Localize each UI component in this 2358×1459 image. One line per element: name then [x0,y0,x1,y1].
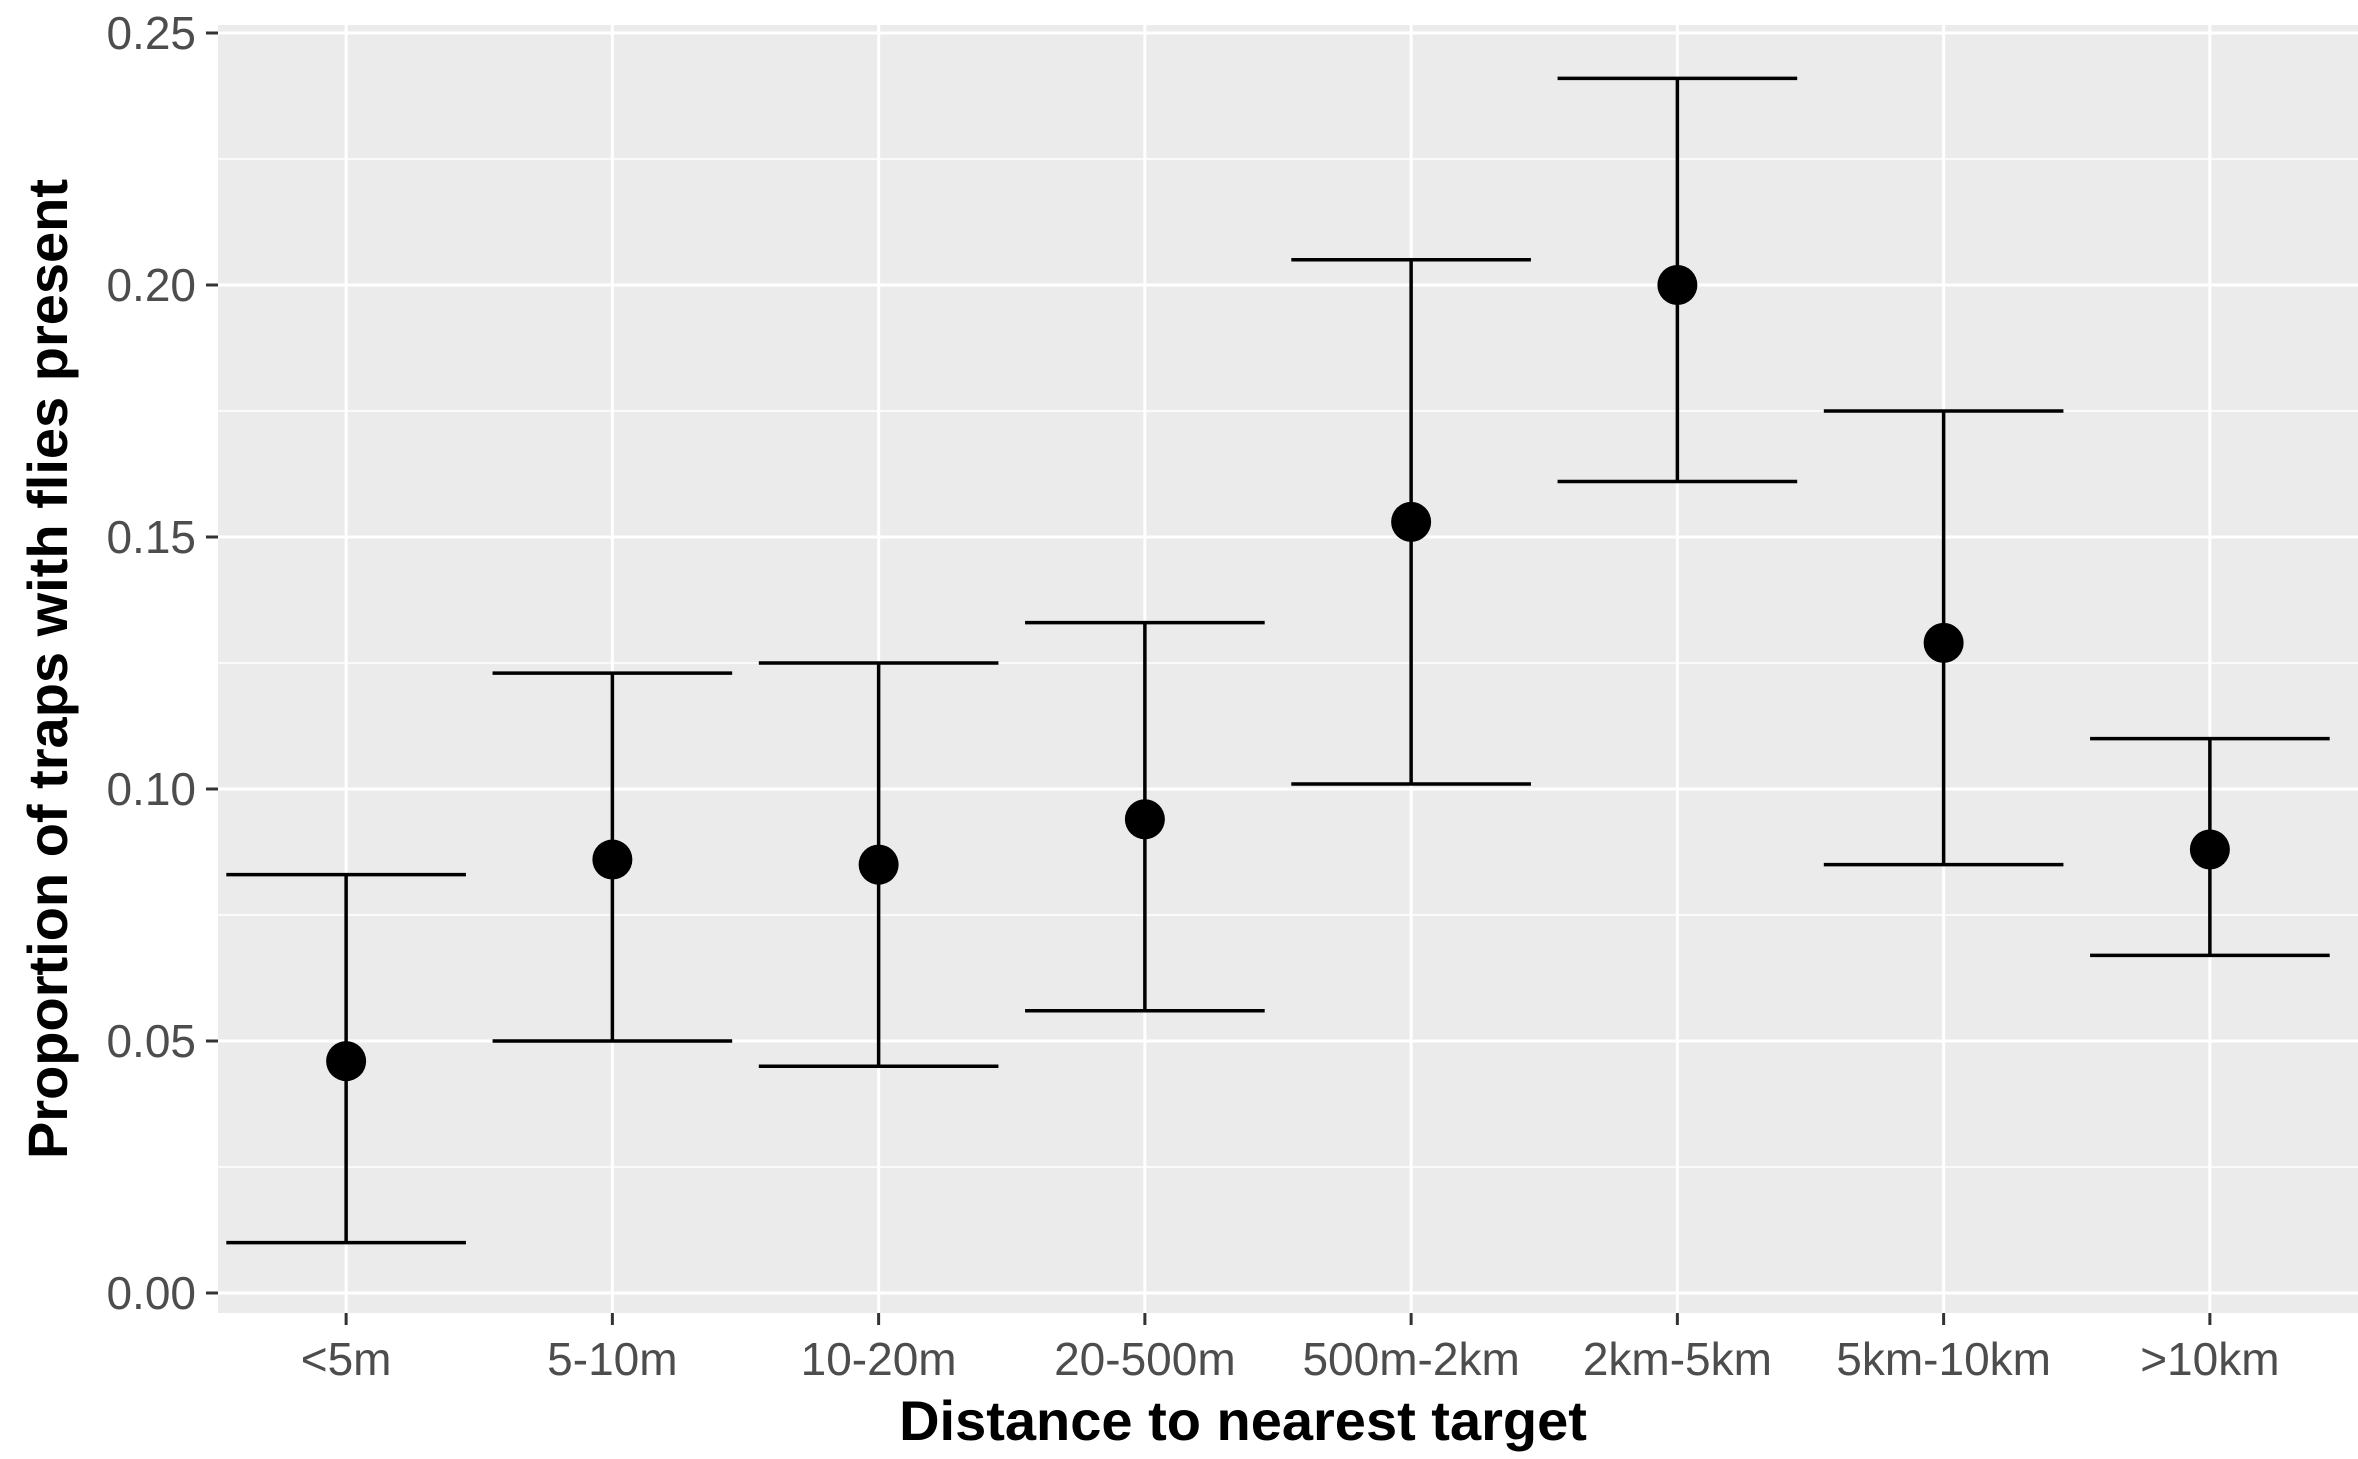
x-tick-label: >10km [2140,1333,2279,1385]
y-tick-label: 0.10 [106,763,196,815]
x-tick-label: 5km-10km [1836,1333,2051,1385]
data-point [2189,829,2230,870]
y-axis-title: Proportion of traps with flies present [16,179,79,1159]
data-point [326,1041,367,1082]
x-tick-label: 5-10m [547,1333,677,1385]
data-point [1657,265,1698,305]
y-tick-label: 0.15 [106,511,196,563]
data-point [1391,501,1432,542]
plot-panel [218,25,2358,1313]
x-tick-label: 500m-2km [1302,1333,1519,1385]
data-point [858,844,899,885]
x-tick-label: 20-500m [1054,1333,1236,1385]
y-tick-label: 0.25 [106,7,196,59]
x-tick-label: 2km-5km [1583,1333,1772,1385]
y-tick-label: 0.05 [106,1015,196,1067]
y-tick-label: 0.20 [106,259,196,311]
y-axis: 0.00 0.05 0.10 0.15 0.20 0.25 [106,7,218,1319]
x-tick-label: 10-20m [801,1333,957,1385]
x-axis: <5m 5-10m 10-20m 20-500m 500m-2km 2km-5km 5km-… [301,1313,2280,1385]
data-point [592,839,633,880]
x-tick-label: <5m [301,1333,392,1385]
data-points [326,265,2230,1082]
y-tick-label: 0.00 [106,1267,196,1319]
data-point [1923,622,1964,663]
x-axis-title: Distance to nearest target [899,1389,1587,1452]
data-point [1124,799,1165,840]
